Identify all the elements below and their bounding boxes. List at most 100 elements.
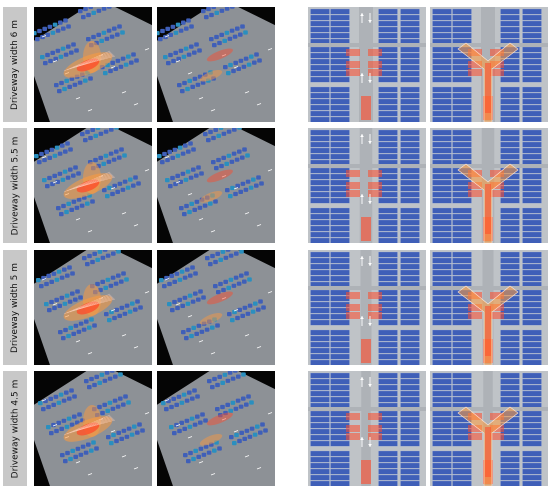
trajectory-line xyxy=(63,293,111,315)
parking-bay xyxy=(330,153,350,160)
parked-car xyxy=(160,160,165,165)
parked-car xyxy=(63,459,68,464)
parking-bay xyxy=(432,474,452,481)
parking-bay xyxy=(432,20,452,27)
parking-bay xyxy=(452,263,472,270)
parking-bay xyxy=(330,14,350,21)
parked-car xyxy=(127,309,133,314)
parking-bay xyxy=(310,70,330,77)
parking-bay xyxy=(432,32,452,39)
occupied-bay xyxy=(490,433,504,440)
parking-bay xyxy=(432,237,452,243)
parking-bay xyxy=(432,26,452,33)
occupied-bay xyxy=(368,312,382,319)
parking-bay xyxy=(452,440,472,447)
parked-car xyxy=(219,32,224,37)
parking-bay xyxy=(310,372,330,379)
parking-bay xyxy=(452,135,472,142)
perspective-scene xyxy=(34,7,152,122)
parking-bay xyxy=(310,428,330,435)
parking-bay xyxy=(432,462,452,469)
parking-bay xyxy=(310,98,330,105)
lane-marking xyxy=(187,436,193,439)
parked-car xyxy=(192,50,197,55)
occupied-bay xyxy=(468,425,482,432)
parking-bay xyxy=(452,237,472,243)
parked-car xyxy=(179,269,185,274)
parked-car xyxy=(243,187,249,192)
parking-bay xyxy=(432,135,452,142)
lane-marking xyxy=(198,218,204,221)
parked-car xyxy=(180,171,186,176)
parked-car xyxy=(114,128,119,130)
parked-car xyxy=(251,177,256,182)
parked-car xyxy=(37,160,42,165)
parked-car xyxy=(44,302,49,307)
parking-bay xyxy=(500,231,520,238)
parking-bay xyxy=(500,153,520,160)
parked-car xyxy=(188,175,194,180)
parked-car xyxy=(199,329,205,334)
top-view-scene xyxy=(430,250,548,365)
parked-car xyxy=(102,250,108,252)
parking-bay xyxy=(400,58,420,65)
occupied-bay xyxy=(490,69,504,76)
parked-car xyxy=(59,212,64,217)
parked-car xyxy=(118,396,123,401)
parked-car xyxy=(180,303,185,308)
top-view-scene xyxy=(308,128,426,243)
parking-bay xyxy=(452,129,472,136)
parking-bay xyxy=(310,8,330,15)
parking-bay xyxy=(330,135,350,142)
parked-car xyxy=(51,422,56,428)
parked-car xyxy=(223,255,229,260)
parked-car xyxy=(120,56,126,61)
parking-bay xyxy=(310,251,330,258)
parked-car xyxy=(61,336,66,341)
parking-bay xyxy=(400,141,420,148)
parking-bay xyxy=(378,92,398,99)
parked-car xyxy=(46,273,51,278)
parking-bay xyxy=(452,269,472,276)
parked-car xyxy=(216,290,221,295)
parking-bay xyxy=(330,468,350,475)
parking-bay xyxy=(330,440,350,447)
parked-car xyxy=(88,7,93,9)
parking-bay xyxy=(400,26,420,33)
cross-aisle xyxy=(308,43,426,47)
parked-car xyxy=(211,7,216,9)
parking-bay xyxy=(400,440,420,447)
parked-car xyxy=(247,277,252,282)
occupied-bay xyxy=(368,49,382,56)
parking-bay xyxy=(400,353,420,360)
parked-car xyxy=(59,80,64,86)
parked-car xyxy=(106,28,112,33)
cross-aisle xyxy=(308,164,426,168)
parking-bay xyxy=(310,167,330,174)
parked-car xyxy=(65,273,70,278)
row-label-text: Driveway width 4.5 m xyxy=(10,379,21,478)
parking-bay xyxy=(432,390,452,397)
parking-bay xyxy=(522,76,542,83)
lane-marking xyxy=(144,48,150,51)
parking-bay xyxy=(522,378,542,385)
parking-bay xyxy=(310,46,330,53)
parked-car xyxy=(119,305,125,310)
parked-car xyxy=(217,446,222,451)
parked-car xyxy=(91,440,96,445)
parked-car xyxy=(189,333,194,339)
parking-bay xyxy=(330,32,350,39)
parked-car xyxy=(238,58,244,63)
parked-car xyxy=(194,173,199,178)
parked-car xyxy=(240,155,245,160)
parked-car xyxy=(72,82,78,87)
parking-bay xyxy=(432,231,452,238)
parked-car xyxy=(57,151,63,156)
occupied-bay xyxy=(490,292,504,299)
parking-bay xyxy=(522,110,542,117)
parked-car xyxy=(249,54,254,59)
parking-bay xyxy=(378,456,398,463)
parked-car xyxy=(198,289,203,294)
parked-car xyxy=(47,155,52,160)
parked-car xyxy=(34,31,37,36)
